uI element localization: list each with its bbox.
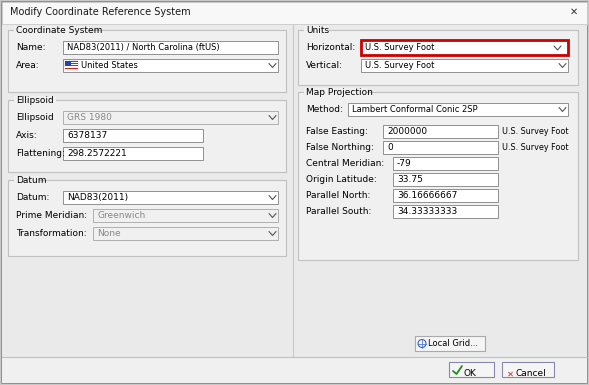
Bar <box>361 59 568 72</box>
Text: NAD83(2011): NAD83(2011) <box>67 193 128 202</box>
Text: Prime Meridian:: Prime Meridian: <box>16 211 87 220</box>
Bar <box>393 157 498 170</box>
Bar <box>298 30 578 85</box>
Bar <box>2 2 587 24</box>
Text: None: None <box>97 229 121 238</box>
Bar <box>63 129 203 142</box>
Bar <box>361 40 568 55</box>
Bar <box>8 30 286 92</box>
Text: Cancel: Cancel <box>515 370 546 378</box>
Bar <box>298 92 578 260</box>
Bar <box>393 205 498 218</box>
Bar <box>93 209 278 222</box>
Text: Greenwich: Greenwich <box>97 211 145 220</box>
Text: Datum:: Datum: <box>16 193 49 202</box>
Text: GRS 1980: GRS 1980 <box>67 113 112 122</box>
Text: NAD83(2011) / North Carolina (ftUS): NAD83(2011) / North Carolina (ftUS) <box>67 43 220 52</box>
Bar <box>14 96 56 104</box>
Text: Method:: Method: <box>306 105 343 114</box>
Text: Axis:: Axis: <box>16 131 38 140</box>
Text: Vertical:: Vertical: <box>306 61 343 70</box>
Text: ✕: ✕ <box>570 7 578 17</box>
Text: Units: Units <box>306 26 329 35</box>
Text: 34.33333333: 34.33333333 <box>397 207 457 216</box>
Bar <box>2 24 294 357</box>
Bar <box>304 26 329 34</box>
Text: False Easting:: False Easting: <box>306 127 368 136</box>
Text: Central Meridian:: Central Meridian: <box>306 159 384 168</box>
Bar <box>393 189 498 202</box>
Bar <box>65 62 78 63</box>
Bar <box>502 362 554 377</box>
Text: 298.2572221: 298.2572221 <box>67 149 127 158</box>
Bar <box>383 141 498 154</box>
Bar <box>304 88 367 96</box>
Bar <box>63 147 203 160</box>
Bar <box>63 59 278 72</box>
Bar <box>348 103 568 116</box>
Bar <box>63 111 278 124</box>
Bar <box>294 24 587 357</box>
Text: Horizontal:: Horizontal: <box>306 43 355 52</box>
Bar <box>65 63 78 64</box>
Text: 2000000: 2000000 <box>387 127 427 136</box>
Text: Datum: Datum <box>16 176 47 185</box>
Text: Map Projection: Map Projection <box>306 88 373 97</box>
Bar <box>449 362 494 377</box>
Bar <box>63 191 278 204</box>
Text: Lambert Conformal Conic 2SP: Lambert Conformal Conic 2SP <box>352 105 478 114</box>
Text: OK: OK <box>464 370 477 378</box>
Text: Parallel North:: Parallel North: <box>306 191 370 200</box>
Text: Name:: Name: <box>16 43 45 52</box>
Text: Coordinate System: Coordinate System <box>16 26 102 35</box>
Text: Ellipsoid: Ellipsoid <box>16 113 54 122</box>
Bar <box>65 64 78 65</box>
Text: Parallel South:: Parallel South: <box>306 207 372 216</box>
Text: 6378137: 6378137 <box>67 131 107 140</box>
Text: U.S. Survey Foot: U.S. Survey Foot <box>502 127 568 136</box>
Bar <box>65 68 78 69</box>
Text: ✕: ✕ <box>507 370 514 378</box>
Text: Area:: Area: <box>16 61 39 70</box>
Text: U.S. Survey Foot: U.S. Survey Foot <box>502 143 568 152</box>
Text: False Northing:: False Northing: <box>306 143 374 152</box>
Bar <box>65 65 78 67</box>
Text: Ellipsoid: Ellipsoid <box>16 96 54 105</box>
Bar <box>2 357 587 383</box>
Bar <box>63 41 278 54</box>
Text: 33.75: 33.75 <box>397 175 423 184</box>
Text: Transformation:: Transformation: <box>16 229 87 238</box>
Text: U.S. Survey Foot: U.S. Survey Foot <box>365 43 434 52</box>
Bar <box>65 61 71 66</box>
Text: 0: 0 <box>387 143 393 152</box>
Text: Modify Coordinate Reference System: Modify Coordinate Reference System <box>10 7 191 17</box>
Text: Flattening:: Flattening: <box>16 149 65 158</box>
Bar <box>393 173 498 186</box>
Bar <box>65 61 78 70</box>
Bar <box>14 26 90 34</box>
Text: United States: United States <box>81 61 138 70</box>
Text: -79: -79 <box>397 159 412 168</box>
Text: 36.16666667: 36.16666667 <box>397 191 458 200</box>
Bar <box>65 61 78 62</box>
Bar <box>415 336 485 351</box>
Bar <box>93 227 278 240</box>
Bar <box>383 125 498 138</box>
Bar <box>8 180 286 256</box>
Bar <box>8 100 286 172</box>
Text: Local Grid...: Local Grid... <box>428 339 478 348</box>
Text: Origin Latitude:: Origin Latitude: <box>306 175 377 184</box>
Text: U.S. Survey Foot: U.S. Survey Foot <box>365 61 434 70</box>
Bar <box>65 67 78 68</box>
Bar <box>14 176 39 184</box>
